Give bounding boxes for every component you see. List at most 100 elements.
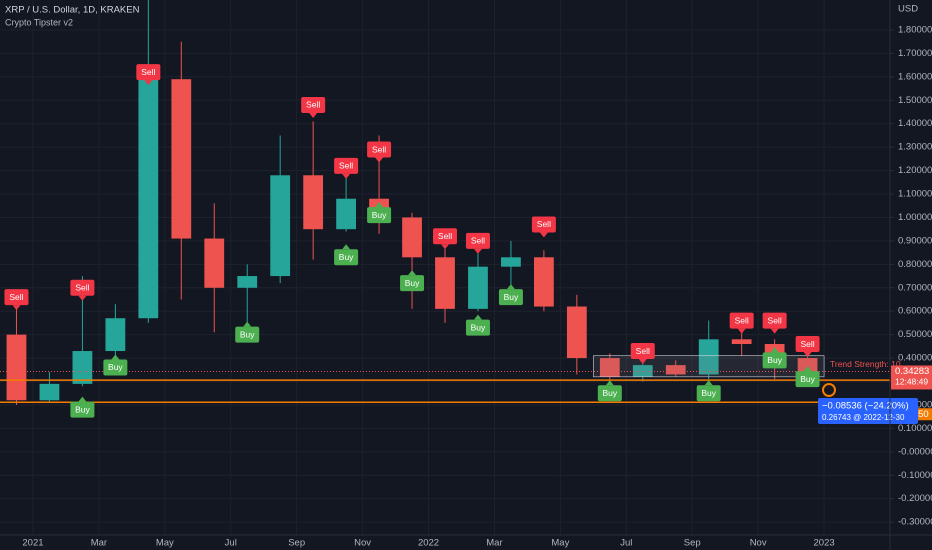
candle-body [270, 175, 291, 277]
signal-pointer [309, 112, 318, 118]
sell-signal [433, 228, 457, 245]
y-tick-label: 1.40000 [898, 118, 932, 129]
signal-label: Sell [735, 315, 749, 325]
y-tick-label: 1.10000 [898, 189, 932, 200]
signal-pointer [12, 305, 21, 311]
chart-title: XRP / U.S. Dollar, 1D, KRAKEN [5, 5, 140, 16]
signal-label: Buy [767, 355, 782, 365]
x-tick-label: Nov [354, 538, 371, 549]
sell-signal [729, 312, 754, 329]
x-tick-label: Mar [486, 538, 502, 549]
y-tick-label: 0.70000 [898, 282, 932, 293]
signal-pointer [605, 380, 614, 386]
candle-body [303, 175, 324, 230]
signal-pointer [473, 314, 482, 320]
signal-pointer [473, 248, 482, 254]
sell-signal [70, 279, 95, 296]
sell-signal [630, 343, 655, 360]
signal-pointer [737, 328, 746, 334]
measure-box [818, 398, 918, 424]
signal-label: Buy [504, 292, 519, 302]
candle-body [105, 318, 126, 352]
buy-signal [103, 359, 128, 376]
x-tick-label: Mar [91, 538, 107, 549]
candle-body [797, 358, 818, 373]
y-tick-label: 1.70000 [898, 48, 932, 59]
signal-pointer [803, 366, 812, 372]
signal-label: Sell [372, 144, 386, 154]
signal-label: Buy [108, 362, 123, 372]
signal-label: Buy [701, 388, 716, 398]
signal-label: Sell [306, 100, 320, 110]
sell-signal [531, 216, 556, 233]
y-tick-label: 0.60000 [898, 306, 932, 317]
candle-body [138, 79, 159, 319]
x-tick-label: Jul [620, 538, 632, 549]
signal-pointer [803, 352, 812, 358]
buy-signal [334, 249, 359, 266]
x-tick-label: Jul [225, 538, 237, 549]
y-tick-label: -0.20000 [898, 493, 932, 504]
signal-label: Sell [75, 283, 89, 293]
buy-signal [400, 275, 425, 292]
signal-pointer [111, 354, 120, 360]
signal-label: Buy [75, 404, 90, 414]
y-tick-label: 0.80000 [898, 259, 932, 270]
signal-pointer [342, 244, 351, 250]
price-tag-label: 0.34283 [895, 366, 929, 377]
signal-pointer [408, 270, 417, 276]
y-tick-label: 1.80000 [898, 25, 932, 36]
sell-signal [762, 312, 787, 329]
signal-label: Sell [438, 231, 452, 241]
signal-pointer [78, 396, 87, 402]
y-tick-label: 1.30000 [898, 142, 932, 153]
signal-label: Buy [372, 210, 387, 220]
candle-body [204, 238, 225, 288]
signal-label: Sell [768, 315, 782, 325]
signal-label: Sell [800, 339, 814, 349]
candle-body [171, 79, 192, 239]
candle-body [435, 257, 455, 309]
buy-signal [696, 385, 721, 402]
signal-label: Sell [141, 67, 155, 77]
candle-body [6, 334, 27, 401]
measure-icon [822, 383, 836, 397]
candle-body [72, 351, 93, 384]
x-tick-label: 2022 [418, 538, 439, 549]
signal-pointer [375, 157, 384, 163]
signal-pointer [770, 347, 779, 353]
signal-label: Buy [405, 278, 420, 288]
sell-signal [465, 232, 490, 249]
candle-body [665, 365, 686, 375]
signal-pointer [144, 80, 153, 86]
sell-signal [301, 96, 326, 113]
x-tick-label: Nov [750, 538, 767, 549]
candle-body [731, 339, 752, 345]
signal-pointer [78, 295, 87, 301]
signal-pointer [375, 202, 384, 208]
y-tick-label: -0.30000 [898, 517, 932, 528]
sell-signal [4, 289, 29, 306]
candle-body [237, 276, 258, 288]
signal-label: Sell [537, 219, 551, 229]
signal-label: Sell [339, 161, 353, 171]
candle-body [599, 358, 620, 377]
buy-signal [235, 326, 260, 343]
buy-signal [367, 207, 392, 224]
buy-signal [465, 319, 490, 336]
x-tick-label: 2021 [22, 538, 43, 549]
signal-label: Buy [339, 252, 354, 262]
sell-signal [334, 157, 359, 174]
candle-body [468, 266, 488, 309]
signal-label: Buy [471, 322, 486, 332]
y-tick-label: 1.20000 [898, 165, 932, 176]
y-tick-label: 1.00000 [898, 212, 932, 223]
measure-change: −0.08536 (−24.20%) [822, 401, 909, 412]
signal-pointer [342, 173, 351, 179]
measure-detail: 0.26743 @ 2022-12-30 [822, 413, 905, 422]
candle-body [402, 217, 422, 258]
signal-pointer [539, 232, 548, 238]
signal-pointer [441, 244, 449, 250]
indicator-name: Crypto Tipster v2 [5, 17, 73, 27]
